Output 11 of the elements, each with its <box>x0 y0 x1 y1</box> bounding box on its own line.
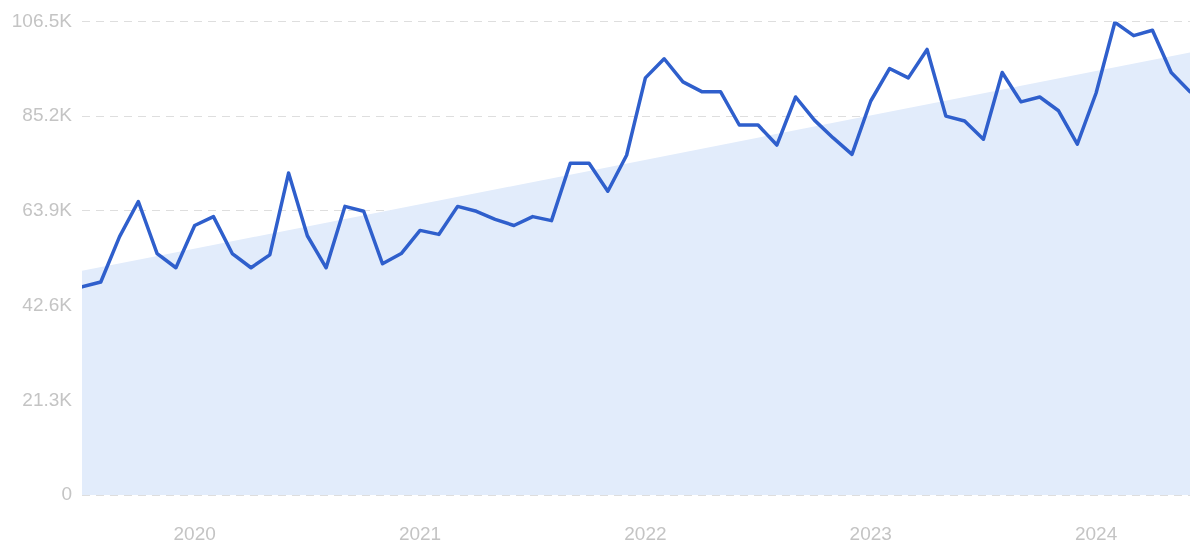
x-tick-label: 2022 <box>624 522 667 544</box>
x-tick-label: 2021 <box>398 522 442 544</box>
y-tick-label: 21.3K <box>22 388 73 410</box>
x-tick-label: 2023 <box>849 522 892 544</box>
y-tick-label: 85.2K <box>22 104 73 126</box>
y-tick-label: 0 <box>61 483 72 505</box>
x-tick-label: 2024 <box>1074 522 1118 544</box>
x-tick-label: 2020 <box>173 522 216 544</box>
y-tick-label: 63.9K <box>22 199 73 221</box>
y-tick-label: 106.5K <box>11 9 73 31</box>
y-tick-label: 42.6K <box>22 293 73 315</box>
